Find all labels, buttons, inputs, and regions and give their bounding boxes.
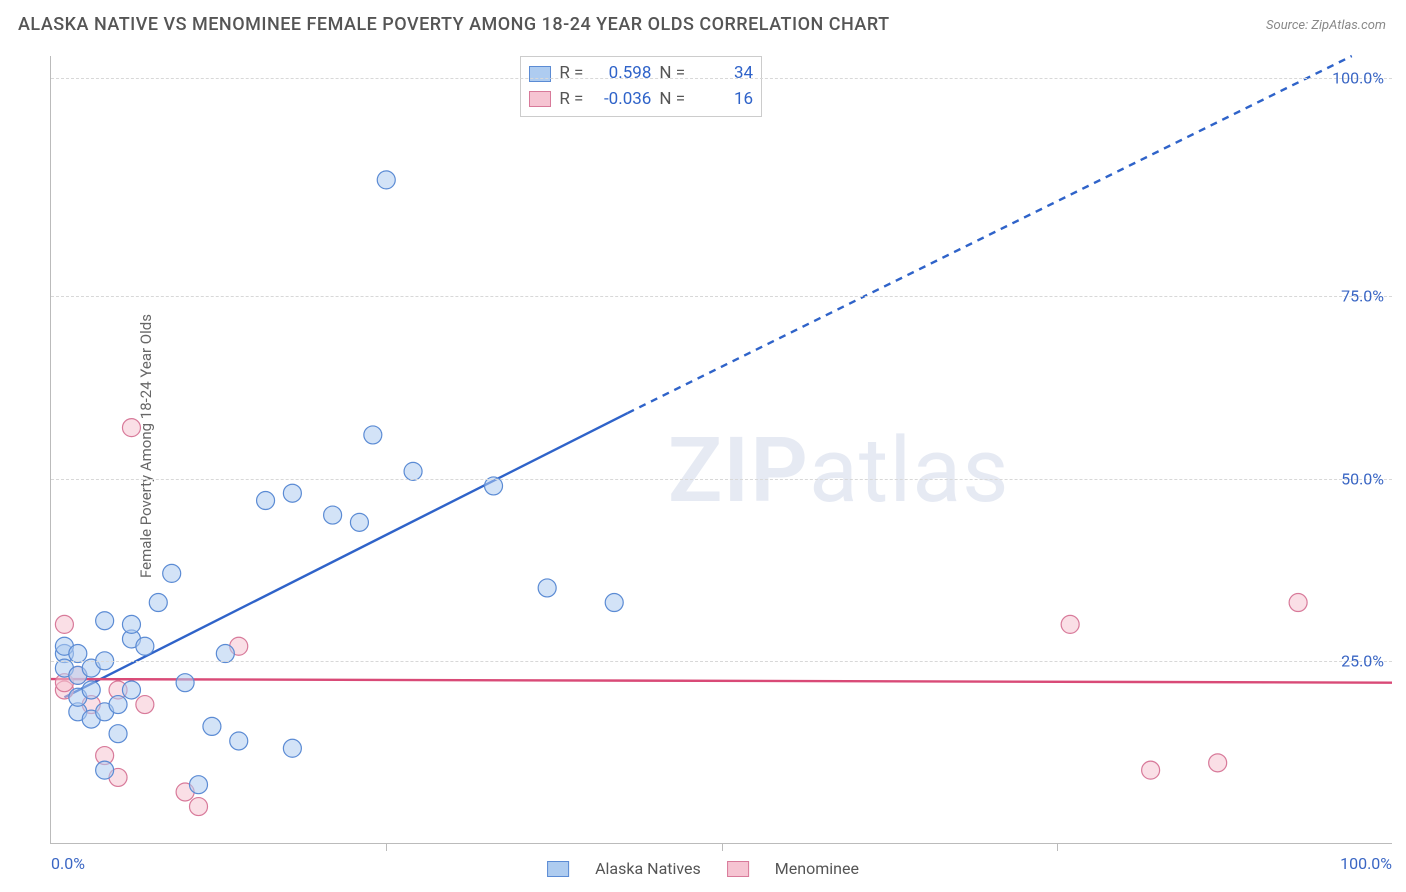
x-tick-label-min: 0.0%: [51, 854, 85, 873]
source-label: Source: ZipAtlas.com: [1266, 18, 1386, 33]
legend-label-b: Menominee: [775, 859, 859, 878]
stats-r-label-a: R =: [559, 61, 583, 87]
stats-n-value-a: 34: [693, 61, 753, 87]
stats-n-label-b: N =: [659, 87, 685, 113]
chart-title: ALASKA NATIVE VS MENOMINEE FEMALE POVERT…: [18, 14, 890, 35]
swatch-b-icon: [529, 91, 551, 107]
gridline: [51, 78, 1392, 79]
y-tick-label: 75.0%: [1341, 287, 1384, 306]
stats-n-label-a: N =: [659, 61, 685, 87]
legend-label-a: Alaska Natives: [595, 859, 701, 878]
stats-r-label-b: R =: [559, 87, 583, 113]
stats-box: R = 0.598 N = 34 R = -0.036 N = 16: [520, 56, 762, 117]
bottom-legend: Alaska Natives Menominee: [547, 859, 859, 878]
x-tick: [722, 843, 723, 851]
x-tick: [1057, 843, 1058, 851]
legend-swatch-b-icon: [727, 861, 749, 877]
gridline: [51, 296, 1392, 297]
x-tick: [386, 843, 387, 851]
y-tick-label: 50.0%: [1341, 469, 1384, 488]
x-tick-label-max: 100.0%: [1340, 854, 1392, 873]
swatch-a-icon: [529, 66, 551, 82]
gridline: [51, 661, 1392, 662]
stats-r-value-a: 0.598: [591, 61, 651, 87]
stats-row-a: R = 0.598 N = 34: [529, 61, 753, 87]
y-tick-label: 25.0%: [1341, 651, 1384, 670]
plot-area: R = 0.598 N = 34 R = -0.036 N = 16 ZIPat…: [50, 56, 1392, 844]
legend-swatch-a-icon: [547, 861, 569, 877]
stats-r-value-b: -0.036: [591, 87, 651, 113]
stats-row-b: R = -0.036 N = 16: [529, 87, 753, 113]
stats-n-value-b: 16: [693, 87, 753, 113]
gridline: [51, 479, 1392, 480]
y-tick-label: 100.0%: [1332, 68, 1384, 87]
plot-svg: [51, 56, 1392, 843]
